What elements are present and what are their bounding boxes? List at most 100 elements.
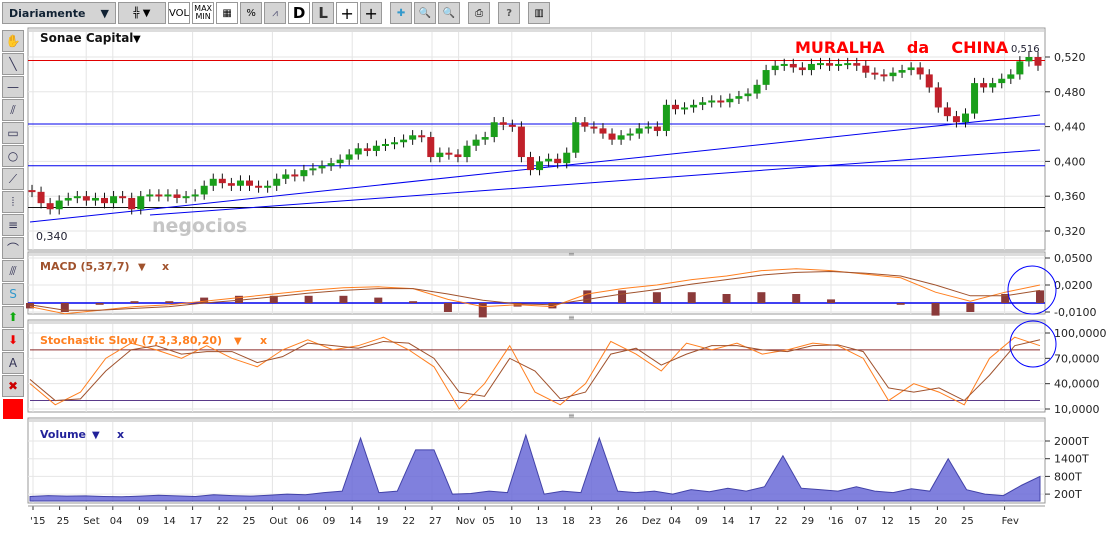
- panel-header-bar: [29, 419, 1044, 422]
- candle-down: [128, 197, 136, 210]
- macd-histogram-bar: [304, 295, 313, 303]
- candle-down: [454, 154, 462, 158]
- panel-splitter-handle: ≡: [568, 249, 575, 258]
- candle-up: [662, 104, 670, 131]
- l-button[interactable]: L: [312, 2, 335, 24]
- fan-icon[interactable]: ⟋: [2, 168, 24, 190]
- x-tick-label: 25: [243, 516, 256, 527]
- x-tick-label: 17: [190, 516, 203, 527]
- stoch-close-button[interactable]: x: [260, 334, 267, 347]
- candle-down: [82, 196, 90, 201]
- book-icon[interactable]: ▥: [528, 2, 551, 24]
- macd-histogram-bar: [966, 303, 975, 312]
- candle-up: [699, 102, 707, 105]
- d-button[interactable]: D: [288, 2, 311, 24]
- zoom-in-icon[interactable]: 🔍: [438, 2, 461, 24]
- candle-up: [626, 133, 634, 136]
- x-tick-label: 19: [376, 516, 389, 527]
- candle-up: [726, 98, 734, 103]
- macd-histogram-bar: [443, 303, 452, 312]
- macd-histogram-bar: [827, 299, 836, 303]
- color-picker-icon[interactable]: [2, 398, 24, 420]
- stoch-dropdown-icon[interactable]: ▼: [234, 336, 242, 347]
- macd-histogram-bar: [269, 295, 278, 303]
- grid-icon[interactable]: ▦: [216, 2, 239, 24]
- channel-icon[interactable]: ⫻: [2, 260, 24, 282]
- last-price-label: 0,516: [1011, 44, 1040, 55]
- x-tick-label: 20: [934, 516, 947, 527]
- horizontal-line-icon[interactable]: —: [2, 76, 24, 98]
- vol-button[interactable]: VOL: [168, 2, 191, 24]
- candle-down: [925, 74, 933, 88]
- candle-down: [418, 135, 426, 138]
- candle-up: [345, 154, 353, 160]
- candle-down: [653, 126, 661, 131]
- candle-up: [318, 165, 326, 169]
- candle-up: [816, 63, 824, 66]
- maxmin-button[interactable]: MAX MIN: [192, 2, 215, 24]
- s-channel-icon[interactable]: S: [2, 283, 24, 305]
- help-button[interactable]: ?: [498, 2, 521, 24]
- line-icon[interactable]: ╲: [2, 53, 24, 75]
- candle-down: [155, 194, 163, 197]
- hand-icon[interactable]: ✋: [2, 30, 24, 52]
- x-tick-label: 14: [722, 516, 735, 527]
- macd-axis-tick-label: -0,0100: [1054, 306, 1096, 319]
- text-icon[interactable]: A: [2, 352, 24, 374]
- main-panel: [27, 27, 1046, 251]
- candle-down: [554, 158, 562, 164]
- macd-histogram-bar: [95, 303, 104, 305]
- candle-up: [744, 93, 752, 97]
- x-tick-label: 23: [589, 516, 602, 527]
- volume-dropdown-icon[interactable]: ▼: [92, 430, 100, 441]
- candle-down: [37, 191, 45, 204]
- macd-histogram-bar: [339, 295, 348, 303]
- crosshair-icon[interactable]: +: [336, 2, 359, 24]
- candle-up: [681, 107, 689, 110]
- percent-button[interactable]: %: [240, 2, 263, 24]
- rectangle-icon[interactable]: ▭: [2, 122, 24, 144]
- main-chart-title: Sonae Capital: [40, 31, 133, 45]
- crosshair-l-icon[interactable]: +: [360, 2, 383, 24]
- macd-histogram-bar: [165, 301, 174, 303]
- candle-up: [137, 196, 145, 210]
- arc-icon[interactable]: ⌒: [2, 237, 24, 259]
- volume-close-button[interactable]: x: [117, 428, 124, 441]
- macd-histogram-bar: [60, 303, 69, 312]
- candle-down: [853, 63, 861, 66]
- candle-up: [300, 170, 308, 177]
- macd-axis-tick-label: 0,0500: [1054, 252, 1093, 265]
- vertical-grid-icon[interactable]: ⦙: [2, 191, 24, 213]
- panel-header-bar: [29, 253, 1044, 256]
- candle-down: [916, 67, 924, 75]
- x-tick-label: 10: [509, 516, 522, 527]
- circle-icon[interactable]: ○: [2, 145, 24, 167]
- horizontal-grid-icon[interactable]: ≡: [2, 214, 24, 236]
- candle-up: [536, 161, 544, 171]
- zoom-out-icon[interactable]: 🔍: [414, 2, 437, 24]
- chart-type-select[interactable]: ╬ ▼: [118, 2, 166, 24]
- area-chart-icon[interactable]: ⩘: [264, 2, 287, 24]
- candle-down: [934, 87, 942, 108]
- macd-dropdown-icon[interactable]: ▼: [138, 262, 146, 273]
- candle-up: [354, 148, 362, 155]
- delete-icon[interactable]: ✖: [2, 375, 24, 397]
- x-tick-label: 25: [961, 516, 974, 527]
- x-tick-label: 06: [296, 516, 309, 527]
- down-arrow-icon[interactable]: ⬇: [2, 329, 24, 351]
- candle-down: [671, 104, 679, 110]
- stoch-axis-tick-label: 100,0000: [1054, 327, 1107, 340]
- candle-up: [463, 145, 471, 158]
- x-tick-label: 12: [881, 516, 894, 527]
- candle-up: [409, 135, 417, 140]
- up-arrow-icon[interactable]: ⬆: [2, 306, 24, 328]
- x-tick-label: 27: [429, 516, 442, 527]
- add-indicator-icon[interactable]: ✚: [390, 2, 413, 24]
- parallel-lines-icon[interactable]: ⫽: [2, 99, 24, 121]
- macd-histogram-bar: [618, 290, 627, 303]
- print-icon[interactable]: ⎙: [468, 2, 491, 24]
- title-dropdown-icon[interactable]: ▼: [133, 34, 141, 45]
- macd-close-button[interactable]: x: [162, 260, 169, 273]
- period-select[interactable]: Diariamente ▼: [2, 2, 116, 24]
